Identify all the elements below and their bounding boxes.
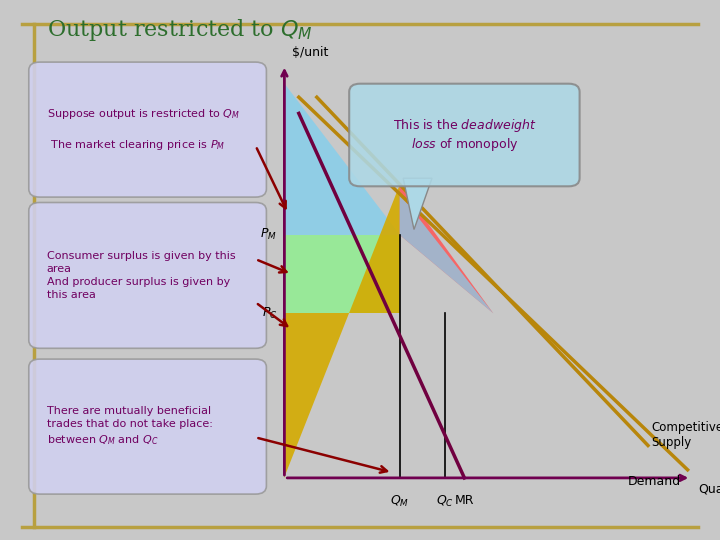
- FancyBboxPatch shape: [29, 359, 266, 494]
- FancyBboxPatch shape: [29, 62, 266, 197]
- Text: $/unit: $/unit: [292, 46, 328, 59]
- Text: Suppose output is restricted to $Q_M$

 The market clearing price is $P_M$: Suppose output is restricted to $Q_M$ Th…: [47, 107, 240, 152]
- Text: Output restricted to $Q_M$: Output restricted to $Q_M$: [47, 17, 312, 43]
- Polygon shape: [403, 178, 432, 230]
- Polygon shape: [400, 184, 493, 313]
- Text: Demand: Demand: [627, 475, 680, 488]
- Polygon shape: [284, 235, 400, 313]
- Text: There are mutually beneficial
trades that do not take place:
between $Q_M$ and $: There are mutually beneficial trades tha…: [47, 406, 212, 447]
- Polygon shape: [284, 83, 400, 235]
- Polygon shape: [400, 194, 493, 313]
- Polygon shape: [284, 184, 400, 478]
- Text: This is the $\it{deadweight}$
$\it{loss}$ of monopoly: This is the $\it{deadweight}$ $\it{loss}…: [392, 117, 536, 153]
- Text: $Q_C$: $Q_C$: [436, 494, 454, 509]
- Text: $P_C$: $P_C$: [261, 306, 277, 321]
- Text: Consumer surplus is given by this
area
And producer surplus is given by
this are: Consumer surplus is given by this area A…: [47, 251, 235, 300]
- Text: $Q_M$: $Q_M$: [390, 494, 409, 509]
- Text: MR: MR: [454, 494, 474, 507]
- FancyBboxPatch shape: [349, 84, 580, 186]
- Text: Competitive
Supply: Competitive Supply: [652, 421, 720, 449]
- Text: Quantity: Quantity: [698, 483, 720, 496]
- FancyBboxPatch shape: [29, 202, 266, 348]
- Text: $P_M$: $P_M$: [261, 227, 277, 242]
